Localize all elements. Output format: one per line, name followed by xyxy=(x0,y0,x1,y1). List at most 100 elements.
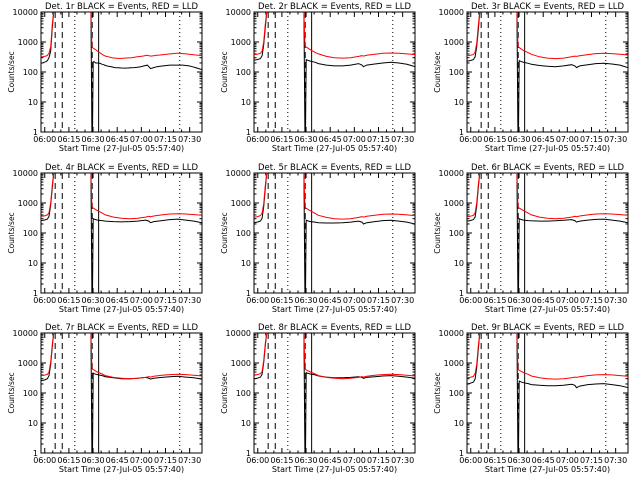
events-series-line xyxy=(41,333,202,453)
detector-panel: 1 10 100 1000 10000 06:00 06:15 06:30 06:45 07:00… xyxy=(433,163,629,314)
plot-frame xyxy=(253,11,416,133)
y-tick-label: 10000 xyxy=(226,169,251,178)
y-tick-label: 100 xyxy=(449,389,464,398)
y-tick-label: 10000 xyxy=(13,329,38,338)
x-tick-label: 07:00 xyxy=(556,135,579,144)
y-axis-label: Counts/sec xyxy=(7,212,16,253)
x-axis-label: Start Time (27-Jul-05 05:57:40) xyxy=(485,144,610,153)
plot-frame xyxy=(466,11,629,133)
x-tick-label: 07:15 xyxy=(154,456,177,465)
y-axis-label: Counts/sec xyxy=(7,51,16,92)
series-group xyxy=(467,333,628,453)
x-tick-label: 06:45 xyxy=(532,456,555,465)
y-tick-label: 1 xyxy=(33,289,38,298)
x-tick-label: 06:45 xyxy=(532,135,555,144)
y-tick-label: 100 xyxy=(23,68,38,77)
x-axis-label: Start Time (27-Jul-05 05:57:40) xyxy=(59,465,184,474)
x-tick-label: 06:15 xyxy=(483,135,506,144)
x-tick-label: 06:15 xyxy=(270,296,293,305)
y-tick-label: 10 xyxy=(454,259,464,268)
y-tick-label: 100 xyxy=(23,389,38,398)
y-tick-label: 1000 xyxy=(18,359,38,368)
y-tick-label: 1000 xyxy=(444,359,464,368)
x-tick-label: 07:30 xyxy=(604,456,627,465)
lld-series-line xyxy=(254,173,415,220)
y-tick-label: 1 xyxy=(33,128,38,137)
panel-title: Det. 3r BLACK = Events, RED = LLD xyxy=(471,2,625,12)
y-tick-label: 10000 xyxy=(439,169,464,178)
x-tick-label: 06:45 xyxy=(532,296,555,305)
x-tick-label: 06:00 xyxy=(459,135,482,144)
y-tick-label: 1 xyxy=(459,289,464,298)
detector-panel: 1 10 100 1000 10000 06:00 06:15 06:30 06:45 07:00… xyxy=(220,323,416,474)
detector-panel: 1 10 100 1000 10000 06:00 06:15 06:30 06:45 07:00… xyxy=(220,163,416,314)
x-tick-label: 06:45 xyxy=(106,456,129,465)
y-tick-label: 100 xyxy=(236,68,251,77)
series-group xyxy=(41,12,202,132)
x-tick-label: 06:00 xyxy=(33,296,56,305)
y-tick-label: 1000 xyxy=(18,199,38,208)
detector-panel: 1 10 100 1000 10000 06:00 06:15 06:30 06:45 07:00… xyxy=(220,2,416,153)
series-group xyxy=(254,173,415,293)
x-axis-label: Start Time (27-Jul-05 05:57:40) xyxy=(59,305,184,314)
x-tick-label: 07:00 xyxy=(556,296,579,305)
y-tick-label: 1000 xyxy=(231,38,251,47)
y-tick-label: 10 xyxy=(28,259,38,268)
x-tick-label: 07:30 xyxy=(178,135,201,144)
x-axis-label: Start Time (27-Jul-05 05:57:40) xyxy=(272,144,397,153)
x-axis-label: Start Time (27-Jul-05 05:57:40) xyxy=(485,465,610,474)
y-tick-label: 1000 xyxy=(444,38,464,47)
events-series-line xyxy=(467,333,628,453)
lld-series-line xyxy=(467,173,628,220)
x-tick-label: 06:00 xyxy=(33,135,56,144)
y-tick-label: 100 xyxy=(23,229,38,238)
y-tick-label: 10000 xyxy=(226,329,251,338)
x-tick-label: 06:45 xyxy=(319,456,342,465)
lld-series-line xyxy=(467,333,628,380)
panel-title: Det. 5r BLACK = Events, RED = LLD xyxy=(258,163,412,173)
y-tick-label: 100 xyxy=(236,389,251,398)
x-tick-label: 06:30 xyxy=(82,296,105,305)
y-tick-label: 10 xyxy=(28,98,38,107)
x-tick-label: 07:15 xyxy=(367,456,390,465)
x-axis-label: Start Time (27-Jul-05 05:57:40) xyxy=(59,144,184,153)
panel-title: Det. 1r BLACK = Events, RED = LLD xyxy=(45,2,199,12)
events-series-line xyxy=(254,12,415,132)
x-tick-label: 06:30 xyxy=(82,135,105,144)
x-tick-label: 07:30 xyxy=(391,135,414,144)
plot-frame xyxy=(40,11,203,133)
x-tick-label: 06:30 xyxy=(295,135,318,144)
x-axis-label: Start Time (27-Jul-05 05:57:40) xyxy=(272,305,397,314)
x-tick-label: 06:30 xyxy=(508,296,531,305)
x-tick-label: 06:15 xyxy=(483,296,506,305)
x-tick-label: 06:00 xyxy=(459,456,482,465)
series-group xyxy=(467,173,628,293)
x-tick-label: 07:30 xyxy=(391,296,414,305)
y-tick-label: 1 xyxy=(33,449,38,458)
y-tick-label: 10 xyxy=(241,98,251,107)
events-series-line xyxy=(467,12,628,132)
x-tick-label: 06:15 xyxy=(57,296,80,305)
panel-title: Det. 6r BLACK = Events, RED = LLD xyxy=(471,163,625,173)
x-tick-label: 06:30 xyxy=(508,135,531,144)
x-tick-label: 07:15 xyxy=(154,135,177,144)
plot-frame xyxy=(40,332,203,454)
detector-panel: 1 10 100 1000 10000 06:00 06:15 06:30 06:45 07:00… xyxy=(433,2,629,153)
lld-series-line xyxy=(254,12,415,59)
series-group xyxy=(467,12,628,132)
y-axis-label: Counts/sec xyxy=(220,51,229,92)
x-tick-label: 06:00 xyxy=(246,135,269,144)
series-group xyxy=(254,333,415,453)
x-axis-label: Start Time (27-Jul-05 05:57:40) xyxy=(485,305,610,314)
x-tick-label: 06:30 xyxy=(508,456,531,465)
series-group xyxy=(41,173,202,293)
y-tick-label: 1 xyxy=(246,449,251,458)
y-axis-label: Counts/sec xyxy=(433,51,442,92)
y-tick-label: 10 xyxy=(241,259,251,268)
y-tick-label: 10000 xyxy=(13,169,38,178)
plot-frame xyxy=(466,172,629,294)
y-tick-label: 10 xyxy=(454,98,464,107)
x-tick-label: 06:00 xyxy=(246,296,269,305)
plot-frame xyxy=(40,172,203,294)
x-tick-label: 07:00 xyxy=(556,456,579,465)
